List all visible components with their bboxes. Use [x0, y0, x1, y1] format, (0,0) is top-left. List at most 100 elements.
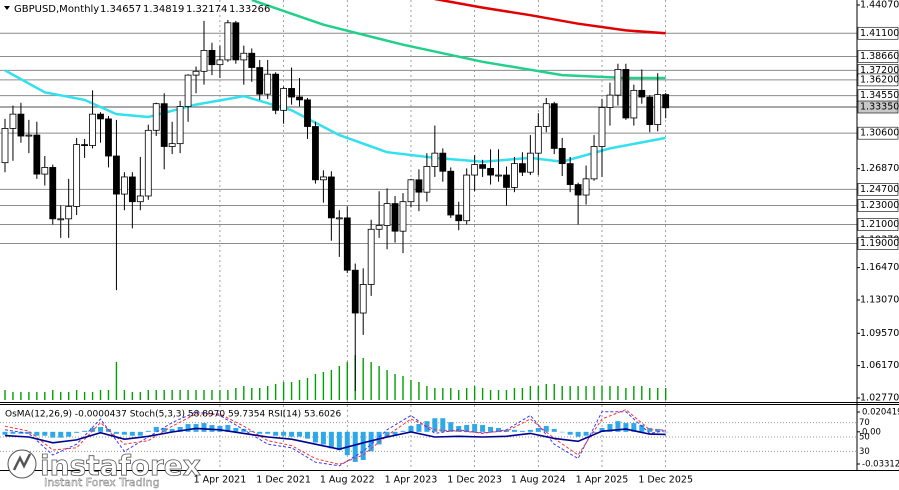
candle [566, 156, 574, 193]
y-tick-label: 1.09570 [860, 328, 899, 339]
candle-body [487, 167, 494, 176]
volume-bar [370, 362, 372, 400]
ohlc-value: 1.32174 [186, 4, 227, 15]
candle [423, 153, 431, 202]
osma-bar [10, 431, 16, 434]
candle [391, 195, 399, 243]
candle-body [503, 174, 510, 188]
candle [351, 263, 359, 392]
volume-bar [123, 390, 126, 400]
volume-bar [259, 388, 261, 400]
candle [105, 116, 112, 168]
osma-bar [384, 431, 390, 438]
osma-bar [233, 427, 239, 432]
candle [407, 178, 415, 208]
candle-body [288, 88, 295, 98]
volume-bar [60, 392, 62, 400]
volume-bar [36, 392, 38, 400]
candle-body [9, 113, 17, 129]
volume-bar [561, 386, 563, 400]
level-label-box [857, 237, 899, 250]
ohlc-value: 1.34819 [143, 4, 184, 15]
candle-body [33, 134, 41, 175]
volume-bar [338, 366, 341, 400]
candle-body [526, 152, 534, 173]
osma-bar [639, 425, 645, 432]
candle [9, 105, 17, 161]
moving-average [434, 0, 666, 35]
osma-bar [320, 431, 326, 445]
level-label-box [857, 26, 899, 40]
candle-body [646, 96, 654, 126]
volume-bar [465, 388, 468, 400]
candle-body [423, 166, 431, 193]
osma-bar [113, 431, 119, 434]
volume-bar [187, 390, 189, 400]
x-tick-label: 1 Apr 2021 [194, 475, 247, 486]
osma-bar [336, 431, 342, 451]
candle-body [280, 88, 288, 111]
candle-body [121, 176, 128, 195]
candle-body [511, 163, 518, 188]
osma-bar [511, 429, 517, 432]
candle [121, 172, 128, 211]
candle [431, 125, 439, 177]
volume-bar [625, 388, 627, 400]
candle [319, 170, 327, 203]
osma-bar [464, 425, 470, 432]
candle-body [351, 269, 359, 314]
volume-bar [107, 390, 110, 400]
osma-bar [169, 428, 175, 432]
y-tick-label: 1.16470 [860, 262, 899, 273]
volume-bar [235, 388, 237, 400]
osma-bar [257, 431, 263, 434]
candle [144, 124, 152, 200]
candle-body [614, 69, 622, 96]
candle-body [65, 206, 73, 220]
osma-bar [615, 421, 621, 432]
volume-bar [529, 386, 532, 400]
volume-bar [585, 386, 587, 400]
candle-body [49, 167, 57, 220]
candle-body [73, 144, 81, 207]
candle-body [89, 113, 96, 146]
osma-bar [543, 426, 549, 432]
candle-body [598, 107, 606, 147]
candle [113, 119, 120, 291]
candle [455, 201, 463, 231]
candle [558, 137, 566, 176]
osma-bar [74, 431, 80, 433]
candle-body [160, 103, 168, 147]
candle [65, 178, 73, 238]
candle [526, 135, 534, 176]
candle [296, 77, 303, 107]
volume-bar [139, 392, 142, 400]
candle [256, 59, 264, 100]
volume-bar [211, 390, 213, 400]
osma-bar [145, 430, 151, 432]
volume-bar [251, 388, 253, 400]
candle-body [272, 73, 280, 111]
level-label: 1.36200 [860, 74, 899, 85]
volume-bar [179, 390, 181, 400]
volume-bar [155, 390, 157, 400]
osma-bar [663, 431, 669, 433]
candle [168, 121, 176, 155]
candle-body [41, 167, 49, 175]
candle-body [136, 195, 144, 203]
osma-bar [121, 431, 127, 435]
candle [272, 72, 280, 115]
osma-bar [58, 431, 64, 438]
candle-body [224, 22, 232, 61]
candle [415, 169, 423, 212]
osma-bar [599, 427, 605, 432]
osma-bar [392, 431, 398, 435]
candle [367, 219, 375, 296]
volume-bar [91, 392, 94, 400]
volume-bar [537, 386, 540, 400]
candle [606, 82, 614, 126]
candle-body [622, 69, 630, 119]
candle [49, 164, 57, 225]
candle-body [256, 67, 264, 95]
